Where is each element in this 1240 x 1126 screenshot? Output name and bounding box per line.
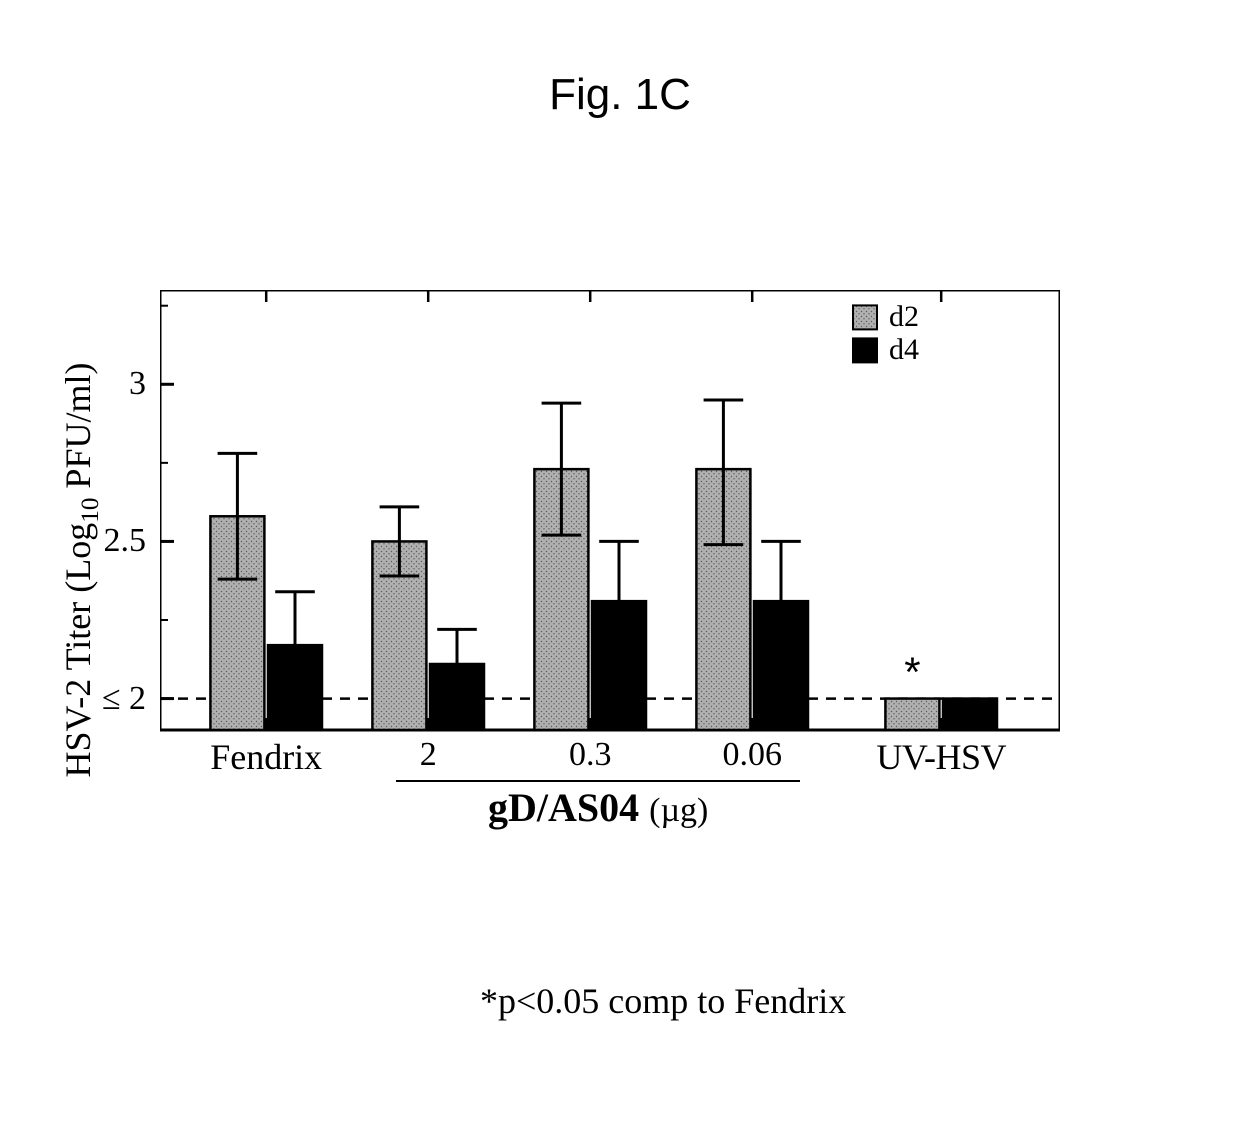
gd-as04-label: gD/AS04 (µg) [488,784,708,831]
footnote-text: *p<0.05 comp to Fendrix [480,980,846,1022]
svg-text:*: * [904,649,920,696]
y-tick-label: ≤ 2 [102,680,160,718]
svg-text:d4: d4 [889,333,919,366]
y-tick-label: 3 [129,365,160,403]
x-group-label: Fendrix [210,736,322,778]
figure-title: Fig. 1C [0,70,1240,120]
page: { "figure_title": "Fig. 1C", "footnote":… [0,0,1240,1126]
x-dose-label: 2 [420,736,437,774]
x-dose-label: 0.3 [569,736,612,774]
y-axis-label: HSV-2 Titer (Log10 PFU/ml) [57,290,105,850]
svg-text:d2: d2 [889,300,919,333]
x-dose-label: 0.06 [722,736,782,774]
x-group-label: UV-HSV [876,736,1006,778]
dose-bracket [396,780,800,782]
y-tick-label: 2.5 [104,522,161,560]
